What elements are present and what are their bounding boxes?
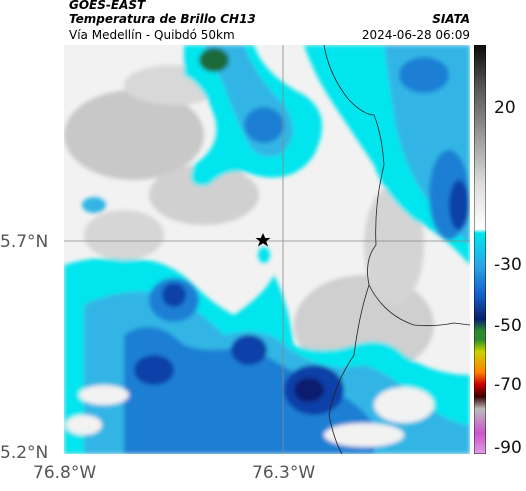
product-title: Temperatura de Brillo CH13: [69, 12, 256, 26]
colorbar-tick-label: -70: [494, 375, 522, 395]
colorbar: [474, 45, 486, 454]
lat-label: 5.2°N: [0, 443, 49, 463]
lon-label: 76.3°W: [252, 463, 316, 483]
colorbar-tick-label: -90: [494, 438, 522, 458]
colorbar-tick-label: -50: [494, 316, 522, 336]
organization-label: SIATA: [432, 12, 470, 26]
colorbar-tick-label: -30: [494, 255, 522, 275]
satellite-name: GOES-EAST: [69, 0, 146, 12]
region-subtitle: Vía Medellín - Quibdó 50km: [69, 28, 235, 42]
colorbar-tick-label: 20: [494, 98, 516, 118]
timestamp: 2024-06-28 06:09: [361, 28, 470, 42]
lon-label: 76.8°W: [33, 463, 97, 483]
satellite-map[interactable]: [64, 45, 470, 454]
border-line: [323, 45, 470, 327]
cloud-field: [64, 45, 470, 454]
city-marker-star: [255, 233, 271, 247]
border-line-secondary: [328, 284, 370, 454]
lat-label: 5.7°N: [0, 232, 49, 252]
